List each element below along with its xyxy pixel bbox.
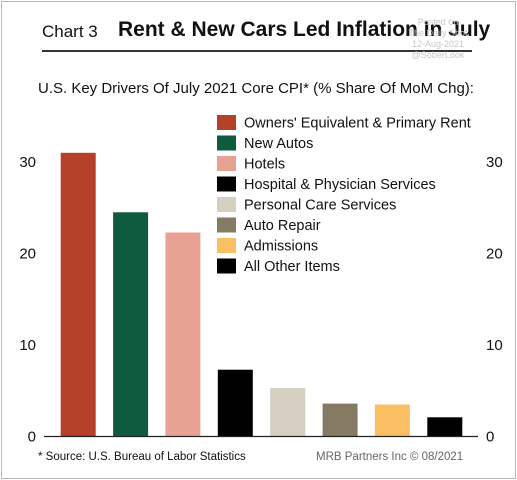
bar-4	[270, 388, 306, 437]
watermark-line-2: The Daily Shot	[408, 28, 468, 38]
watermark-line-1: Posted on	[417, 17, 459, 27]
bar-0	[60, 152, 96, 437]
bar-1	[113, 212, 149, 437]
legend-swatch-5	[217, 217, 236, 233]
chart-number: Chart 3	[42, 22, 98, 41]
legend-label-2: Hotels	[244, 157, 285, 173]
legend-swatch-6	[217, 238, 236, 253]
legend-label-4: Personal Care Services	[244, 198, 396, 214]
watermark: Posted on The Daily Shot 12-Aug-2021 @So…	[378, 17, 498, 61]
legend-label-6: Admissions	[244, 239, 318, 255]
chart-title: Rent & New Cars Led Inflation In July	[118, 18, 491, 41]
legend-label-3: Hospital & Physician Services	[244, 177, 436, 193]
bar-7	[427, 417, 463, 437]
y-tick-left-0: 0	[28, 429, 36, 446]
bar-3	[217, 369, 253, 437]
legend-label-1: New Autos	[244, 136, 313, 152]
legend-swatch-7	[217, 258, 236, 274]
legend: Owners' Equivalent & Primary Rent New Aut…	[217, 115, 471, 275]
y-axis-right: 0 10 20 30	[486, 154, 503, 446]
chart-subtitle: U.S. Key Drivers Of July 2021 Core CPI* …	[38, 80, 474, 97]
legend-swatch-2	[217, 156, 236, 171]
legend-label-7: All Other Items	[244, 259, 340, 275]
title-row: Chart 3 Rent & New Cars Led Inflation In…	[42, 16, 490, 52]
bar-2	[165, 232, 201, 437]
legend-swatch-3	[217, 176, 236, 192]
watermark-line-3: 12-Aug-2021	[411, 39, 465, 49]
source-note: * Source: U.S. Bureau of Labor Statistic…	[38, 451, 246, 463]
y-tick-right-30: 30	[486, 154, 503, 171]
title-underline	[42, 50, 472, 52]
y-axis-left: 0 10 20 30	[19, 154, 36, 446]
bar-6	[374, 404, 410, 437]
y-tick-right-0: 0	[486, 429, 494, 446]
bar-5	[322, 403, 358, 437]
legend-swatch-0	[217, 115, 236, 130]
bars-group	[60, 152, 463, 437]
legend-swatch-1	[217, 135, 236, 151]
copyright-credit: MRB Partners Inc © 08/2021	[316, 451, 464, 463]
y-tick-right-20: 20	[486, 246, 503, 263]
watermark-line-4: @SoberLook	[411, 50, 465, 60]
y-tick-left-20: 20	[19, 246, 36, 263]
legend-label-5: Auto Repair	[244, 218, 321, 234]
y-tick-right-10: 10	[486, 337, 503, 354]
legend-swatch-4	[217, 197, 236, 212]
y-tick-left-30: 30	[19, 154, 36, 171]
legend-label-0: Owners' Equivalent & Primary Rent	[244, 116, 471, 132]
y-tick-left-10: 10	[19, 337, 36, 354]
